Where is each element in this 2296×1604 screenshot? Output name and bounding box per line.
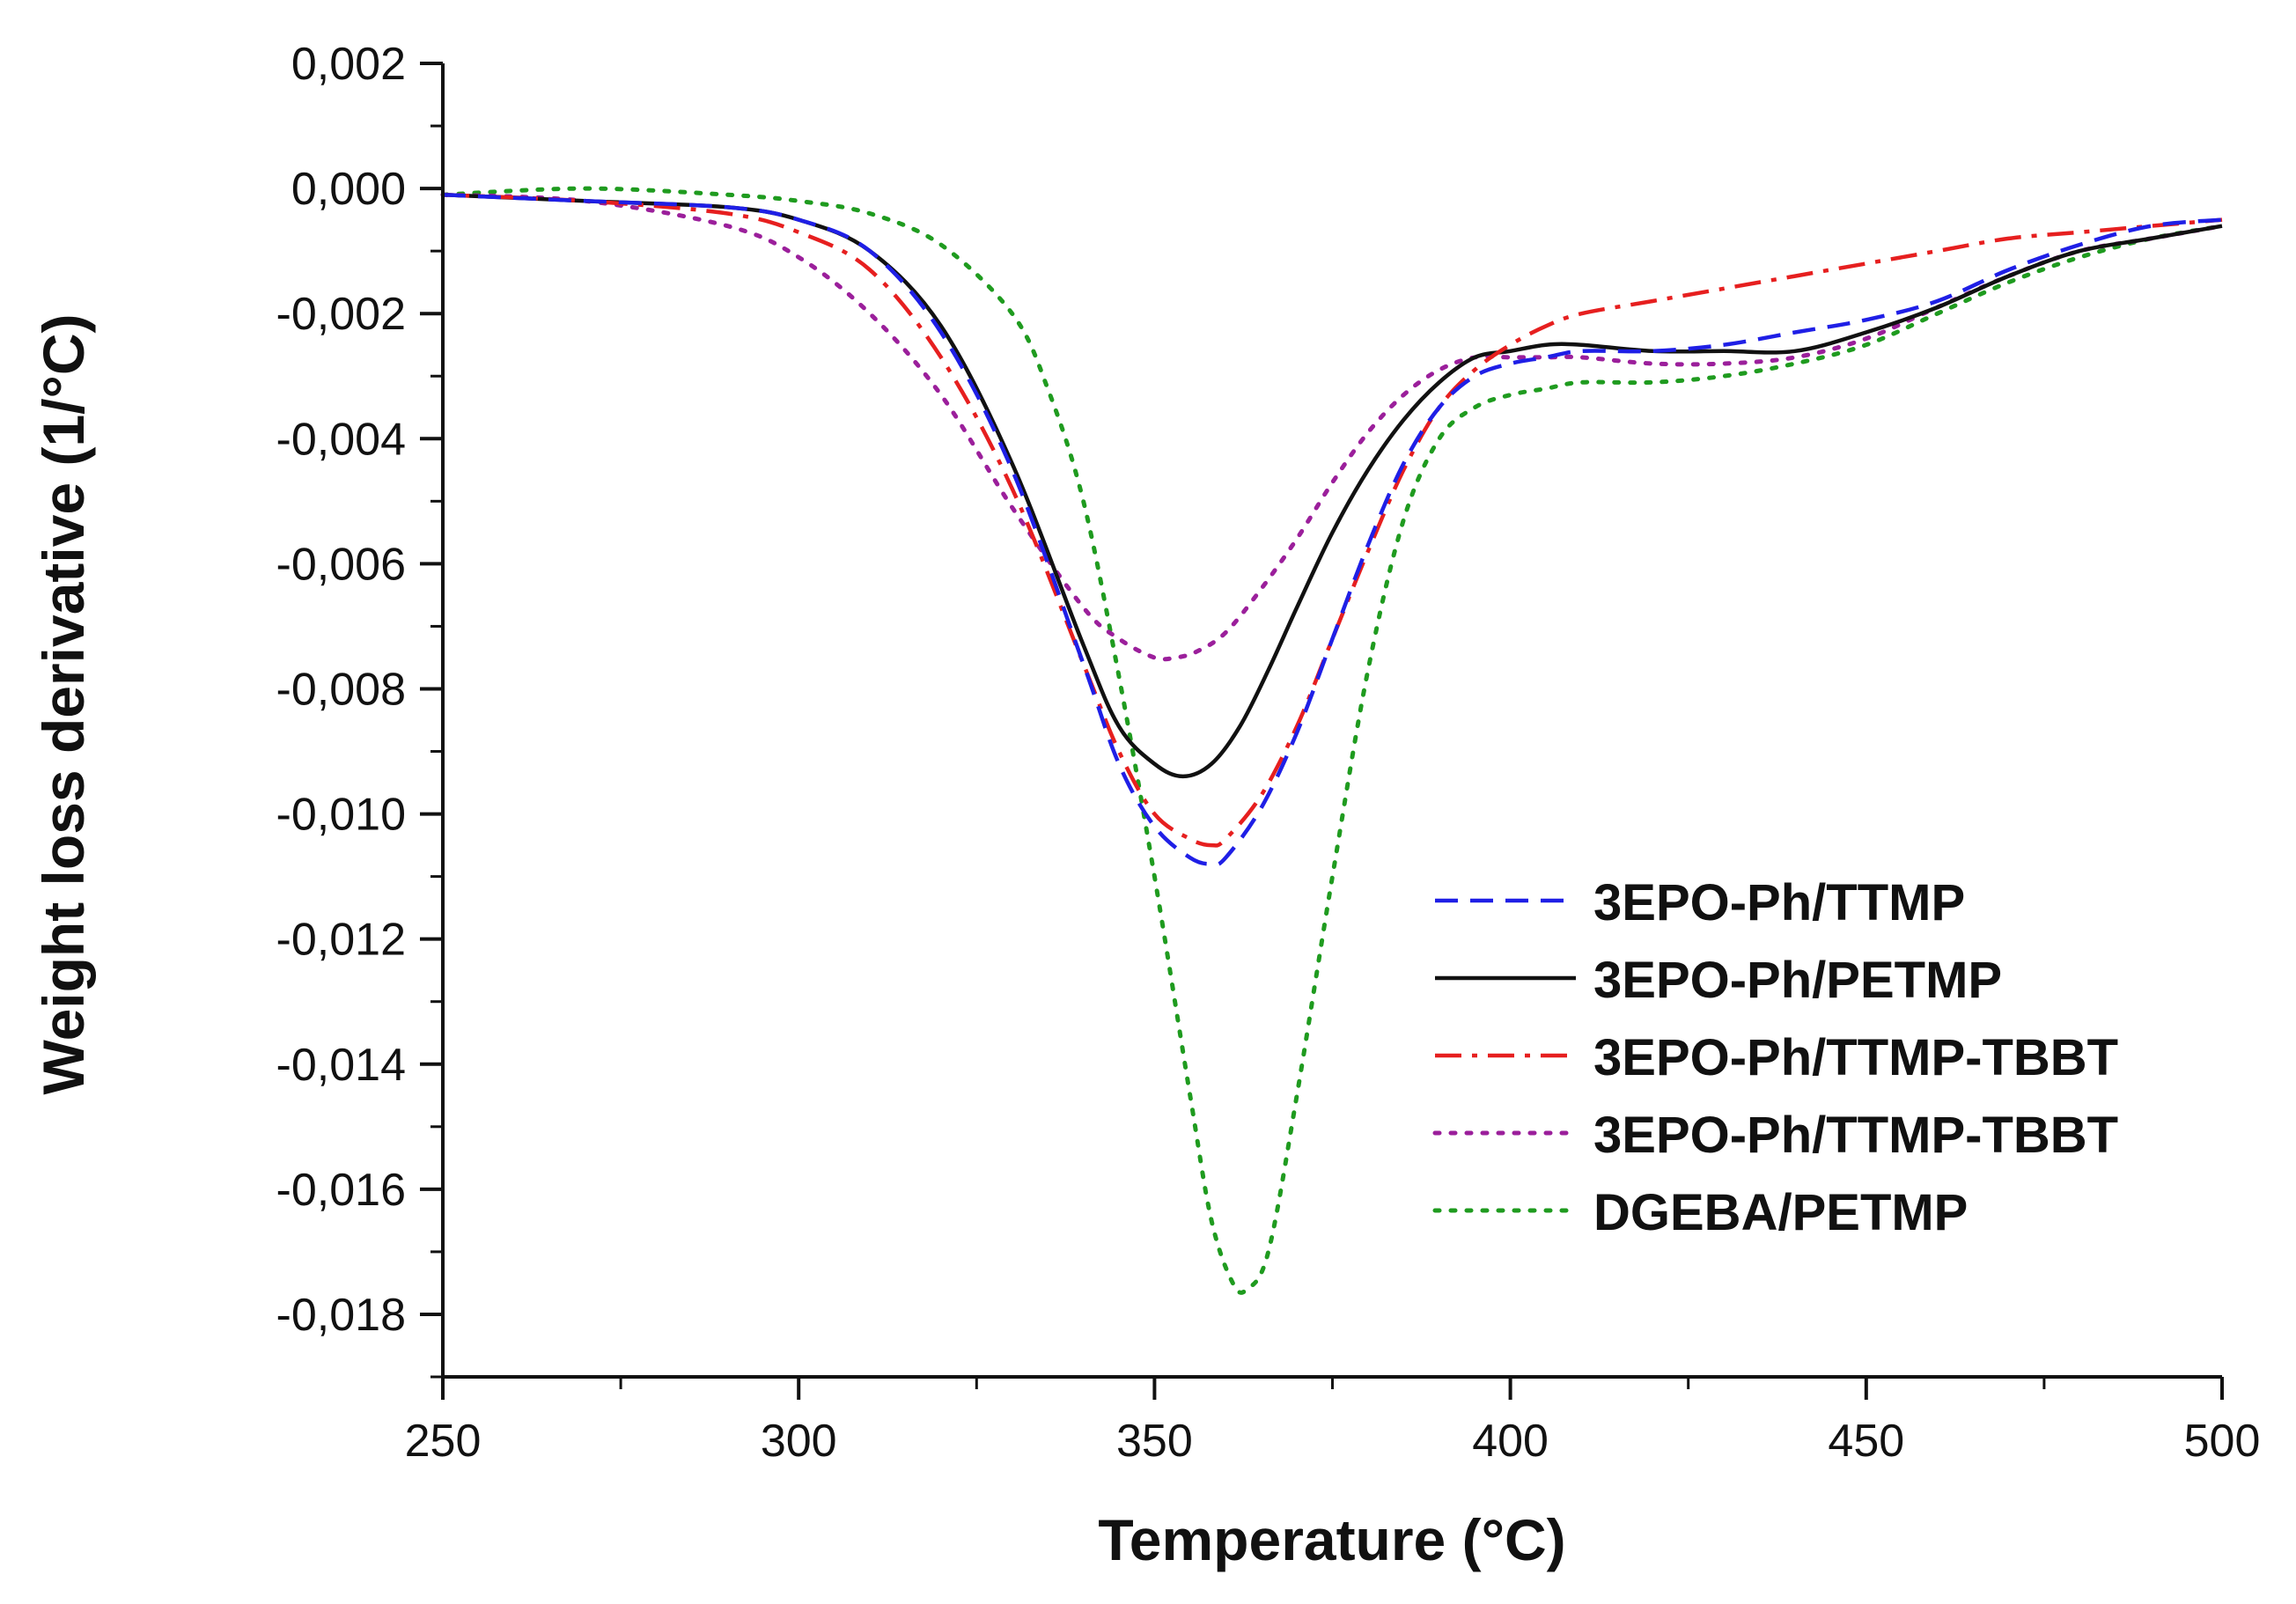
legend-label-2: 3EPO-Ph/TTMP-TBBT (1593, 1029, 2118, 1086)
series-line-0 (442, 192, 2223, 867)
y-tick-label: -0,010 (276, 790, 406, 841)
series-line-3 (440, 192, 2225, 662)
legend-label-4: DGEBA/PETMP (1593, 1184, 1968, 1241)
x-tick-label: 250 (405, 1416, 482, 1467)
y-tick-label: -0,014 (276, 1040, 406, 1091)
legend-label-0: 3EPO-Ph/TTMP (1593, 874, 1965, 931)
y-tick-label: 0,002 (291, 39, 406, 90)
y-tick-label: -0,008 (276, 664, 406, 715)
series-line-4 (440, 186, 2225, 1295)
series-layer (440, 186, 2225, 1295)
y-tick-label: -0,002 (276, 289, 406, 340)
x-tick-label: 300 (761, 1416, 837, 1467)
y-tick-label: -0,006 (276, 539, 406, 590)
x-axis-title: Temperature (°C) (1098, 1507, 1565, 1572)
tick-layer: 0,002 0,000 -0,002 -0,004 -0,006 -0,008 -0,010… (276, 39, 2261, 1467)
x-tick-label: 400 (1472, 1416, 1549, 1467)
legend-label-1: 3EPO-Ph/PETMP (1593, 952, 2002, 1009)
y-tick-label: -0,004 (276, 414, 406, 465)
y-tick-label: 0,000 (291, 164, 406, 215)
y-tick-label: -0,016 (276, 1165, 406, 1216)
series-line-2 (442, 192, 2223, 848)
legend: 3EPO-Ph/TTMP 3EPO-Ph/PETMP 3EPO-Ph/TTMP-TB… (1432, 874, 2118, 1241)
y-tick-label: -0,018 (276, 1290, 406, 1341)
y-tick-label: -0,012 (276, 915, 406, 966)
x-tick-label: 350 (1116, 1416, 1193, 1467)
legend-label-3: 3EPO-Ph/TTMP-TBBT (1593, 1107, 2118, 1164)
y-axis-title: Weight loss derivative (1/°C) (31, 313, 96, 1094)
x-tick-label: 500 (2184, 1416, 2261, 1467)
series-line-1 (442, 192, 2223, 779)
x-tick-label: 450 (1828, 1416, 1904, 1467)
